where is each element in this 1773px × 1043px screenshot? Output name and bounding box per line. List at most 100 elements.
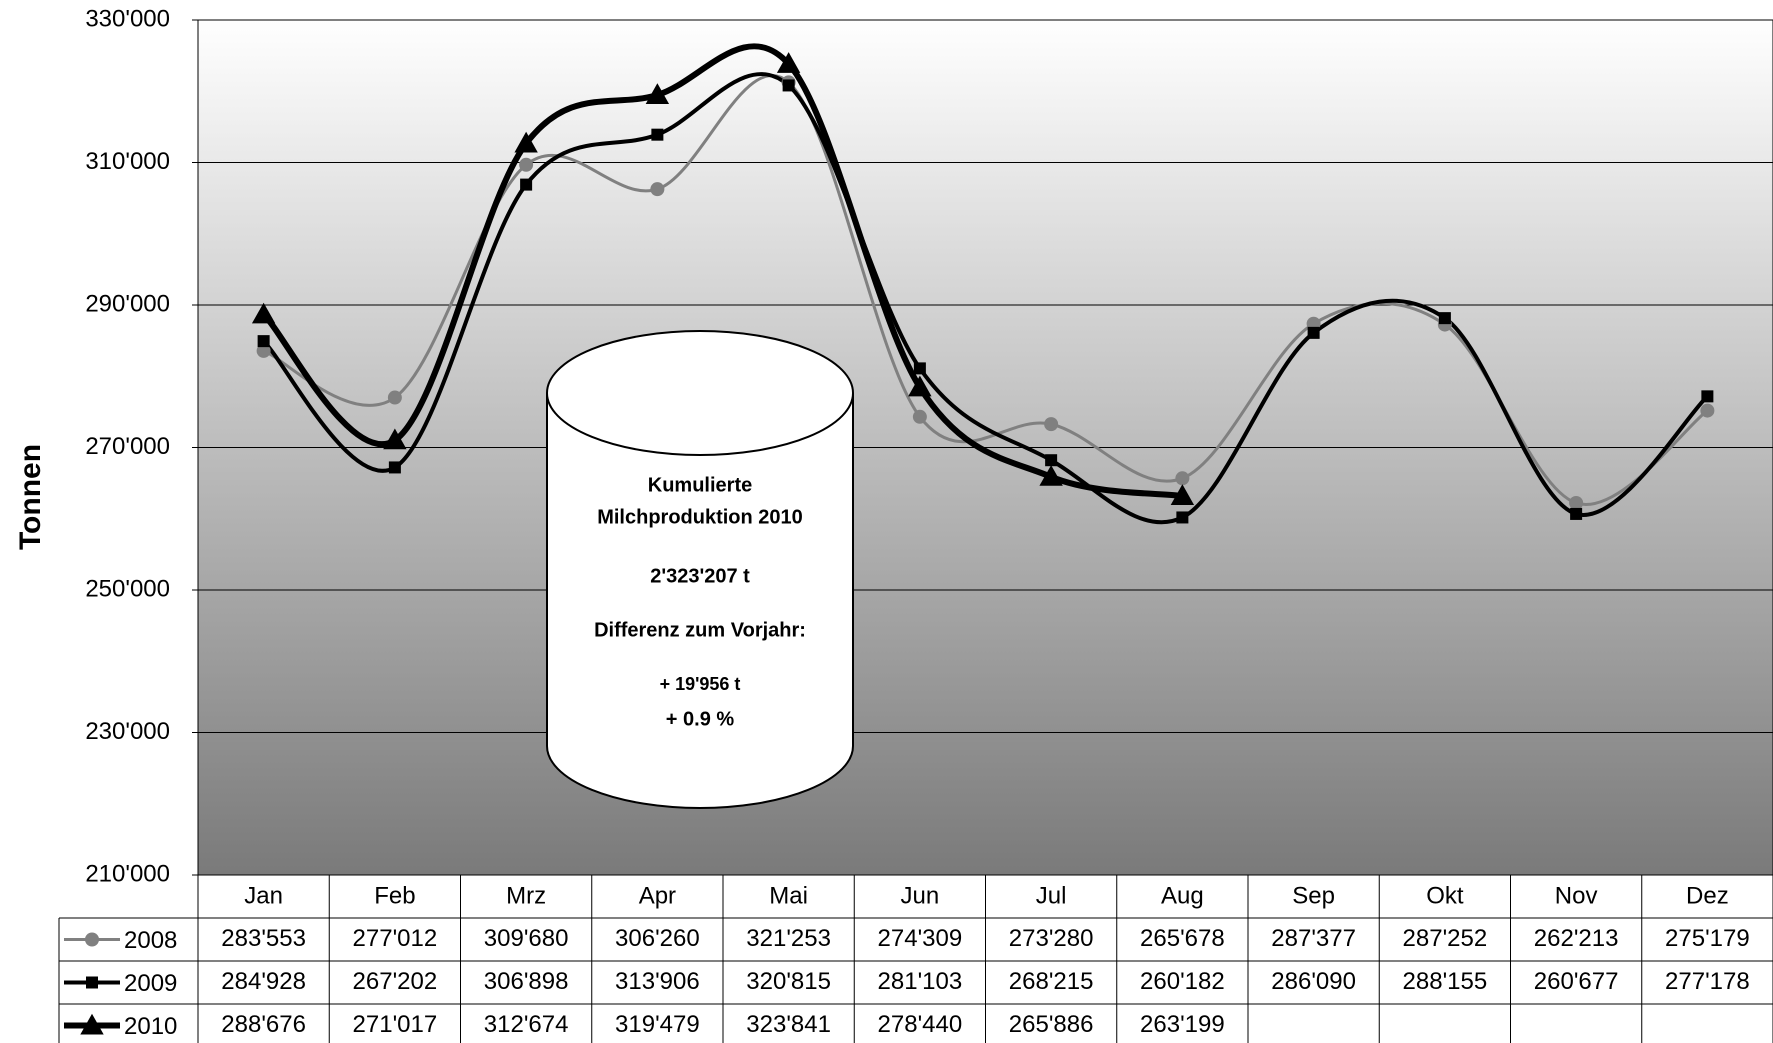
annotation: 2'323'207 t [650,565,750,587]
x-tick-label: Mai [769,882,808,909]
table-value: 265'678 [1140,925,1225,952]
x-tick-label: Sep [1292,882,1335,909]
table-value: 271'017 [353,1011,438,1038]
marker [1176,511,1189,524]
marker [1569,495,1584,510]
marker [1701,390,1714,403]
annotation: + 0.9 % [666,708,735,730]
x-tick-label: Feb [374,882,415,909]
x-tick-label: Aug [1161,882,1204,909]
annotation: + 19'956 t [660,674,741,694]
annotation: Milchproduktion 2010 [597,506,803,528]
table-value: 319'479 [615,1011,700,1038]
marker [520,178,533,191]
table-value: 260'182 [1140,968,1225,995]
marker [388,461,401,474]
marker [85,932,99,947]
marker [387,390,402,405]
x-tick-label: Mrz [506,882,546,909]
legend-label: 2010 [124,1013,177,1040]
table-value: 287'377 [1271,925,1356,952]
marker [645,83,670,104]
table-value: 306'260 [615,925,700,952]
table-value: 265'886 [1009,1011,1094,1038]
table-value: 284'928 [221,968,306,995]
marker [1700,403,1715,418]
y-axis-label: Tonnen [14,444,47,550]
marker [383,428,407,450]
marker [1170,484,1195,505]
x-tick-label: Okt [1426,882,1464,909]
marker [519,157,534,172]
marker [86,976,98,989]
line [262,72,1709,525]
annotation: Kumulierte [648,474,752,496]
table-value: 288'676 [221,1011,306,1038]
table-value: 309'680 [484,925,569,952]
table-value: 313'906 [615,968,700,995]
table-value: 306'898 [484,968,569,995]
annotation-cylinder: Kumulierte Milchproduktion 2010 2'323'20… [546,330,854,809]
x-tick-label: Jul [1036,882,1067,909]
marker [912,409,927,424]
marker [1045,454,1058,467]
marker [650,182,665,197]
cylinder-top [546,330,854,456]
annotation: Differenz zum Vorjahr: [594,619,806,641]
table-value: 277'012 [353,925,438,952]
marker [651,128,664,141]
marker [514,131,538,153]
table-value: 263'199 [1140,1011,1225,1038]
marker [251,302,276,324]
y-tick-label: 290'000 [85,290,170,317]
y-tick-label: 230'000 [85,718,170,745]
table-value: 288'155 [1403,968,1488,995]
table-value: 323'841 [746,1011,831,1038]
table-value: 275'179 [1665,925,1750,952]
x-tick-label: Jun [901,882,940,909]
table-value: 312'674 [484,1011,569,1038]
x-tick-label: Apr [639,882,676,909]
y-tick-label: 330'000 [85,5,170,32]
marker [257,335,270,348]
legend-label: 2009 [124,970,177,997]
x-tick-label: Jan [244,882,283,909]
table-value: 320'815 [746,968,831,995]
y-tick-label: 270'000 [85,433,170,460]
marker [782,79,795,92]
marker [1044,417,1059,432]
marker [913,362,926,375]
cylinder-body [546,393,854,809]
line [263,73,1709,506]
x-tick-label: Dez [1686,882,1729,909]
table-value: 274'309 [878,925,963,952]
legend-label: 2008 [124,927,177,954]
x-tick-label: Nov [1555,882,1598,909]
table-value: 267'202 [353,968,438,995]
table-value: 273'280 [1009,925,1094,952]
marker [776,52,801,73]
table-value: 277'178 [1665,968,1750,995]
marker [908,375,932,397]
marker [1438,312,1451,325]
line [261,43,1183,499]
marker [1039,465,1063,486]
table-value: 321'253 [746,925,831,952]
y-tick-label: 250'000 [85,575,170,602]
table-value: 260'677 [1534,968,1619,995]
marker [1175,471,1190,486]
table-value: 283'553 [221,925,306,952]
table-value: 287'252 [1403,925,1488,952]
table-value: 286'090 [1271,968,1356,995]
table-value: 268'215 [1009,968,1094,995]
marker [256,343,271,358]
table-value: 281'103 [878,968,963,995]
table-value: 262'213 [1534,925,1619,952]
marker [1570,507,1583,520]
marker [1307,326,1320,339]
marker [80,1013,104,1035]
y-tick-label: 310'000 [85,148,170,175]
table-value: 278'440 [878,1011,963,1038]
y-tick-label: 210'000 [85,860,170,887]
